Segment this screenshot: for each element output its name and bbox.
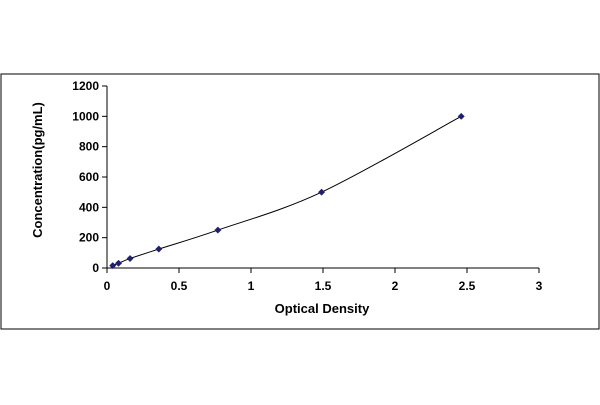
axes	[102, 85, 540, 273]
data-point	[214, 226, 222, 234]
data-point	[109, 262, 117, 270]
y-tick-label: 400	[79, 200, 99, 214]
x-tick-label: 2	[392, 279, 399, 293]
tick-labels: 0 0.5 1 1.5 2 2.5 3 0 200 400 600 800 1000 1200	[72, 79, 542, 293]
x-tick-label: 0	[104, 279, 111, 293]
data-point	[126, 254, 134, 263]
y-tick-label: 800	[79, 140, 99, 154]
x-tick-label: 1	[248, 279, 255, 293]
y-tick-label: 1200	[72, 79, 99, 93]
y-tick-label: 0	[92, 261, 99, 275]
y-tick-label: 200	[79, 231, 99, 245]
y-axis-title: Concentration(pg/mL)	[30, 102, 45, 238]
data-points	[109, 112, 465, 270]
x-tick-label: 2.5	[459, 279, 476, 293]
x-tick-label: 0.5	[171, 279, 188, 293]
data-point	[457, 112, 465, 120]
y-tick-label: 1000	[72, 109, 99, 123]
data-point	[114, 259, 123, 267]
y-tick-label: 600	[79, 170, 99, 184]
data-point	[155, 245, 163, 253]
x-axis-title: Optical Density	[275, 301, 370, 316]
data-point	[318, 188, 326, 196]
x-tick-label: 3	[536, 279, 543, 293]
x-tick-label: 1.5	[315, 279, 332, 293]
